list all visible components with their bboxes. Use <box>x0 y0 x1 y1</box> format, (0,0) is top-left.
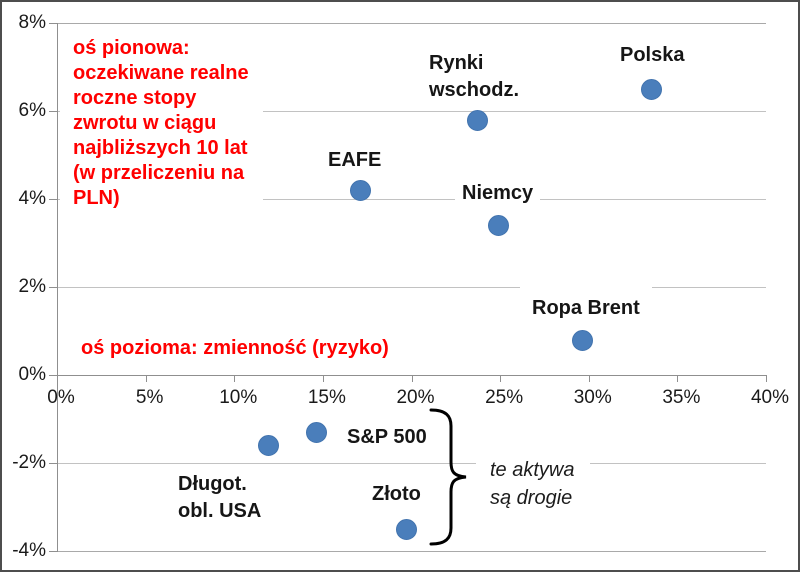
x-axis-tick-label: 40% <box>750 387 790 408</box>
horizontal-axis-note: oś pozioma: zmienność (ryzyko) <box>75 334 395 363</box>
x-axis-tick <box>411 375 413 382</box>
x-axis-tick <box>677 375 679 382</box>
data-point-rynki-wschodz <box>467 109 489 131</box>
y-axis-tick <box>49 375 57 376</box>
y-axis-tick-label: 2% <box>18 276 46 297</box>
data-point-ropa-brent <box>571 329 593 351</box>
point-label-niemcy: Niemcy <box>455 175 541 212</box>
y-axis-tick-label: 8% <box>18 12 46 33</box>
x-axis-tick-label: 0% <box>47 387 75 408</box>
y-axis-tick <box>49 23 57 24</box>
x-axis-tick <box>500 375 502 382</box>
y-axis-tick <box>49 463 57 464</box>
x-axis-tick-label: 35% <box>662 387 701 408</box>
point-label-dlugot-obl-usa: Długot. obl. USA <box>171 468 269 528</box>
expensive-assets-note: te aktywa są drogie <box>476 450 591 520</box>
y-axis-tick-label: -4% <box>12 540 46 561</box>
x-axis-tick <box>145 375 147 382</box>
point-label-rynki-wschodz: Rynki wschodz. <box>422 50 527 104</box>
y-axis-line <box>57 23 58 552</box>
data-point-dlugot-obl-usa <box>257 435 279 457</box>
x-axis-tick-label: 25% <box>485 387 524 408</box>
x-axis-tick-label: 10% <box>219 387 258 408</box>
point-label-eafe: EAFE <box>321 144 389 177</box>
curly-brace <box>429 408 467 546</box>
gridline <box>57 199 766 200</box>
y-axis-tick <box>49 287 57 288</box>
data-point-niemcy <box>488 215 510 237</box>
y-axis-tick-label: 6% <box>18 100 46 121</box>
x-axis-tick-label: 5% <box>135 387 164 408</box>
gridline <box>57 463 766 464</box>
gridline <box>57 23 766 24</box>
y-axis-tick <box>49 199 57 200</box>
x-axis-tick-label: 15% <box>307 387 346 408</box>
data-point-eafe <box>350 180 372 202</box>
gridline <box>57 111 766 112</box>
point-label-polska: Polska <box>613 39 692 72</box>
x-axis-tick <box>234 375 236 382</box>
x-axis-tick-label: 30% <box>573 387 612 408</box>
x-axis-tick <box>57 375 58 382</box>
vertical-axis-note: oś pionowa: oczekiwane realne roczne stopy… <box>60 30 263 219</box>
y-axis-tick-label: 0% <box>18 364 46 385</box>
x-axis-tick-label: 20% <box>396 387 435 408</box>
data-point-polska <box>640 79 662 100</box>
x-axis-tick <box>322 375 324 382</box>
point-label-sp-500: S&P 500 <box>340 421 434 454</box>
gridline <box>57 551 766 552</box>
y-axis-tick <box>49 551 57 552</box>
gridline <box>57 287 766 288</box>
data-point-sp-500 <box>305 422 327 444</box>
y-axis-tick <box>49 111 57 112</box>
y-axis-tick-label: 4% <box>18 188 46 209</box>
y-axis-tick-label: -2% <box>12 452 46 473</box>
point-label-ropa-brent: Ropa Brent <box>520 283 652 325</box>
data-point-zloto <box>396 519 418 540</box>
point-label-zloto: Złoto <box>365 478 428 511</box>
x-axis-tick <box>766 375 767 382</box>
x-axis-tick <box>588 375 590 382</box>
